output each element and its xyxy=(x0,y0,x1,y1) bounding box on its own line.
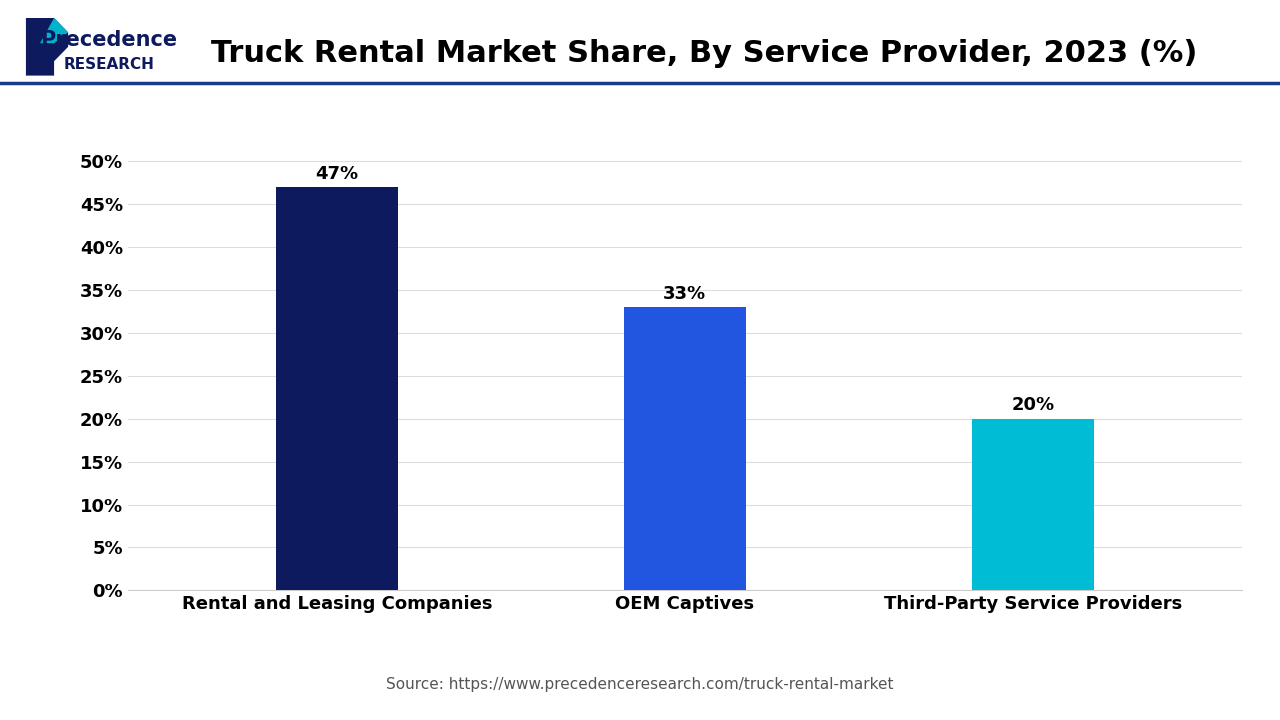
Polygon shape xyxy=(26,18,68,76)
Polygon shape xyxy=(40,18,68,43)
Text: Truck Rental Market Share, By Service Provider, 2023 (%): Truck Rental Market Share, By Service Pr… xyxy=(211,40,1197,68)
Text: 20%: 20% xyxy=(1011,397,1055,415)
Text: RESEARCH: RESEARCH xyxy=(64,58,154,72)
Bar xyxy=(623,307,746,590)
Text: 47%: 47% xyxy=(315,165,358,183)
Text: Precedence: Precedence xyxy=(40,30,178,50)
Text: 33%: 33% xyxy=(663,285,707,303)
Bar xyxy=(972,419,1093,590)
Text: Source: https://www.precedenceresearch.com/truck-rental-market: Source: https://www.precedenceresearch.c… xyxy=(387,677,893,691)
Bar xyxy=(276,187,398,590)
